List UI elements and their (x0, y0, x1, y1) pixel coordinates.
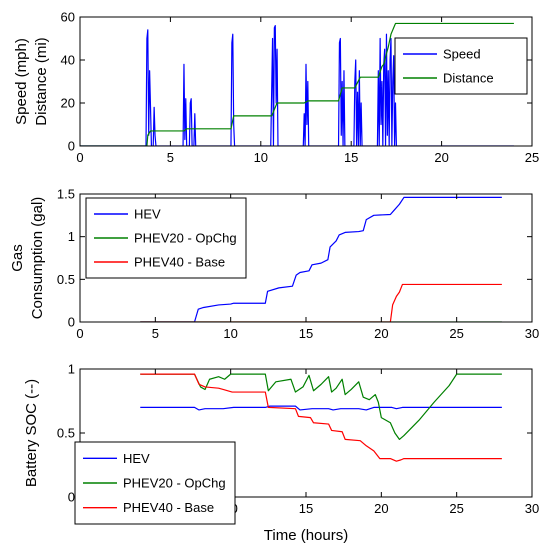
y-tick-label: 40 (61, 53, 75, 68)
legend-entry: PHEV20 - OpChg (134, 231, 237, 246)
legend-entry: HEV (123, 451, 150, 466)
y-tick-label: 0 (68, 139, 75, 154)
legend-entry: Speed (443, 47, 481, 62)
y-tick-label: 1 (68, 362, 75, 377)
legend-entry: HEV (134, 207, 161, 222)
x-tick-label: 30 (525, 326, 539, 341)
x-tick-label: 5 (167, 150, 174, 165)
series-line-hev (140, 405, 502, 411)
legend: HEV PHEV20 - OpChg PHEV40 - Base (74, 441, 236, 525)
y-tick-label: 1 (68, 229, 75, 244)
axes-frame (79, 16, 533, 147)
x-tick-label: 15 (299, 326, 313, 341)
legend: Speed Distance (394, 37, 528, 95)
y-tick-label: 1.5 (57, 187, 75, 202)
x-tick-label: 20 (374, 326, 388, 341)
gas-consumption-panel: 0 5 10 15 20 25 30 0 0.5 1 1.5 Gas Consumption (gal)… (9, 187, 539, 342)
x-tick-label: 10 (254, 150, 268, 165)
y-tick-label: 20 (61, 96, 75, 111)
x-tick-label: 25 (525, 150, 539, 165)
x-tick-label: 0 (76, 326, 83, 341)
series-line-phev20-opchg (140, 373, 502, 440)
y-axis-label: Consumption (gal) (29, 197, 46, 320)
y-tick-label: 0.5 (57, 426, 75, 441)
x-tick-label: 15 (299, 501, 313, 516)
series-line-phev40-base (140, 373, 502, 462)
y-axis-label: Speed (mph) (13, 38, 30, 125)
legend-entry: Distance (443, 71, 494, 86)
x-tick-label: 25 (449, 326, 463, 341)
y-axis-label: Distance (mi) (33, 37, 50, 125)
x-tick-label: 5 (152, 326, 159, 341)
y-tick-label: 0 (68, 490, 75, 505)
x-tick-label: 20 (374, 501, 388, 516)
legend-entry: PHEV40 - Base (134, 255, 225, 270)
series-line-distance (80, 22, 514, 146)
x-tick-label: 25 (449, 501, 463, 516)
x-axis-label: Time (hours) (264, 527, 348, 544)
series-line-hev (140, 196, 502, 322)
x-tick-label: 15 (344, 150, 358, 165)
series-line-phev40-base (140, 283, 502, 322)
x-tick-label: 10 (223, 326, 237, 341)
x-tick-label: 0 (76, 150, 83, 165)
y-axis-label: Battery SOC (--) (23, 379, 40, 487)
legend-entry: PHEV20 - OpChg (123, 476, 226, 491)
y-tick-label: 60 (61, 10, 75, 25)
legend: HEV PHEV20 - OpChg PHEV40 - Base (85, 197, 247, 279)
x-tick-label: 30 (525, 501, 539, 516)
y-tick-label: 0 (68, 315, 75, 330)
legend-entry: PHEV40 - Base (123, 500, 214, 515)
y-tick-label: 0.5 (57, 272, 75, 287)
legend-box (394, 37, 528, 95)
x-tick-label: 20 (434, 150, 448, 165)
y-axis-label: Gas (9, 244, 26, 272)
series-line-speed (80, 25, 514, 146)
speed-distance-panel: 0 5 10 15 20 25 0 20 40 60 Speed (mph) Distance (mi… (13, 10, 539, 166)
